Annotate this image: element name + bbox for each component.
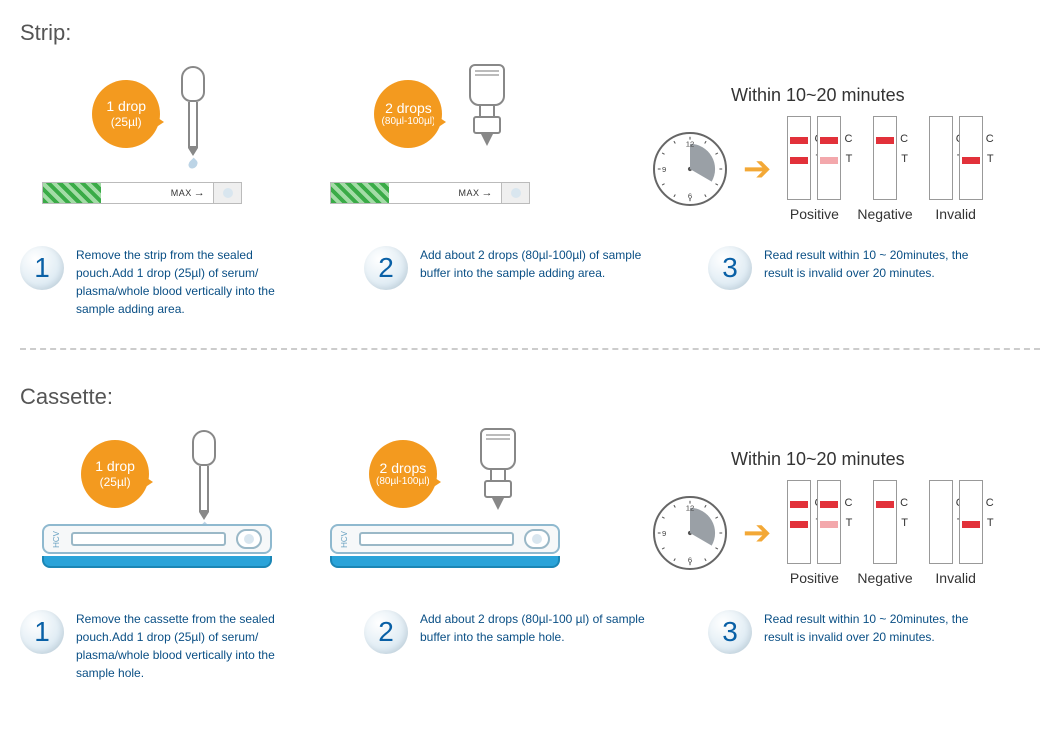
strip-section: Strip: 1 drop (25µl) MAX→: [20, 20, 1040, 318]
strip-title: Strip:: [20, 20, 1040, 46]
step-num-1: 1: [20, 246, 64, 290]
arrow-icon: ➔: [743, 152, 772, 186]
result-strip: CT: [873, 116, 897, 200]
result-caption: Invalid: [935, 206, 975, 222]
step-num-3: 3: [708, 610, 752, 654]
buffer-bottle-icon: [480, 428, 516, 510]
step-text: Add about 2 drops (80µl-100µl) of sample…: [420, 246, 650, 282]
cassette-device: HCV: [42, 524, 272, 568]
result-strip: CT: [959, 480, 983, 564]
result-group: CTCT Positive: [787, 116, 841, 222]
cassette-results-panel: Within 10~20 minutes 12 9 6 ➔CTCTPositiv…: [596, 449, 1040, 586]
result-group: CTCT Invalid: [929, 116, 983, 222]
result-group: CT Negative: [857, 480, 912, 586]
result-strip: CT: [787, 480, 811, 564]
cassette-title: Cassette:: [20, 384, 1040, 410]
strip-step1-illus: 1 drop (25µl) MAX→: [20, 62, 298, 222]
strip-steps: 1 Remove the strip from the sealed pouch.…: [20, 246, 1040, 318]
result-strip: CT: [929, 480, 953, 564]
bubble-2drops: 2 drops (80µl-100µl): [374, 80, 442, 148]
result-group: CTCT Invalid: [929, 480, 983, 586]
bubble-1drop: 1 drop (25µl): [92, 80, 160, 148]
result-group: CTCT Positive: [787, 480, 841, 586]
result-strip: CT: [787, 116, 811, 200]
cassette-illustrations-row: 1 drop (25µl) HCV 2 drops (80µl-100µl): [20, 426, 1040, 586]
results-title: Within 10~20 minutes: [596, 85, 1040, 106]
test-strip-device: MAX→: [330, 182, 530, 204]
result-strip: CT: [873, 480, 897, 564]
step-text: Remove the cassette from the sealed pouc…: [76, 610, 306, 682]
clock-icon: 12 9 6: [653, 132, 727, 206]
dropper-icon: [192, 430, 216, 533]
cassette-device: HCV: [330, 524, 560, 568]
strip-results-panel: Within 10~20 minutes 12 9 6 ➔CTCTPositiv…: [596, 85, 1040, 222]
step-text: Read result within 10 ~ 20minutes, the r…: [764, 610, 994, 646]
step-text: Remove the strip from the sealed pouch.A…: [76, 246, 306, 318]
buffer-bottle-icon: [469, 64, 505, 146]
svg-text:6: 6: [688, 191, 692, 200]
result-caption: Negative: [857, 206, 912, 222]
step-text: Add about 2 drops (80µl-100 µl) of sampl…: [420, 610, 650, 646]
clock-icon: 12 9 6: [653, 496, 727, 570]
result-group: CT Negative: [857, 116, 912, 222]
step-text: Read result within 10 ~ 20minutes, the r…: [764, 246, 994, 282]
cassette-step2-illus: 2 drops (80µl-100µl) HCV: [308, 426, 586, 586]
step-num-1: 1: [20, 610, 64, 654]
result-caption: Positive: [790, 570, 839, 586]
svg-text:12: 12: [686, 504, 695, 513]
step-num-2: 2: [364, 610, 408, 654]
arrow-icon: ➔: [743, 516, 772, 550]
strip-illustrations-row: 1 drop (25µl) MAX→ 2 drops (80µl-100µl): [20, 62, 1040, 222]
bubble-2drops: 2 drops (80µl-100µl): [369, 440, 437, 508]
results-title: Within 10~20 minutes: [596, 449, 1040, 470]
cassette-step1-illus: 1 drop (25µl) HCV: [20, 426, 298, 586]
cassette-section: Cassette: 1 drop (25µl) HCV 2 drops: [20, 384, 1040, 682]
results-row: 12 9 6 ➔CTCTPositiveCTNegativeCTCTInvali…: [596, 480, 1040, 586]
step-num-2: 2: [364, 246, 408, 290]
section-divider: [20, 348, 1040, 350]
svg-text:9: 9: [662, 529, 666, 538]
step-num-3: 3: [708, 246, 752, 290]
result-strip: CT: [959, 116, 983, 200]
result-caption: Negative: [857, 570, 912, 586]
result-strip: CT: [817, 116, 841, 200]
result-strip: CT: [929, 116, 953, 200]
svg-text:6: 6: [688, 555, 692, 564]
strip-step2-illus: 2 drops (80µl-100µl) MAX→: [308, 62, 586, 222]
results-row: 12 9 6 ➔CTCTPositiveCTNegativeCTCTInvali…: [596, 116, 1040, 222]
cassette-steps: 1 Remove the cassette from the sealed pou…: [20, 610, 1040, 682]
test-strip-device: MAX→: [42, 182, 242, 204]
svg-text:9: 9: [662, 165, 666, 174]
result-strip: CT: [817, 480, 841, 564]
svg-text:12: 12: [686, 140, 695, 149]
dropper-icon: [181, 66, 205, 169]
result-caption: Positive: [790, 206, 839, 222]
bubble-1drop: 1 drop (25µl): [81, 440, 149, 508]
result-caption: Invalid: [935, 570, 975, 586]
